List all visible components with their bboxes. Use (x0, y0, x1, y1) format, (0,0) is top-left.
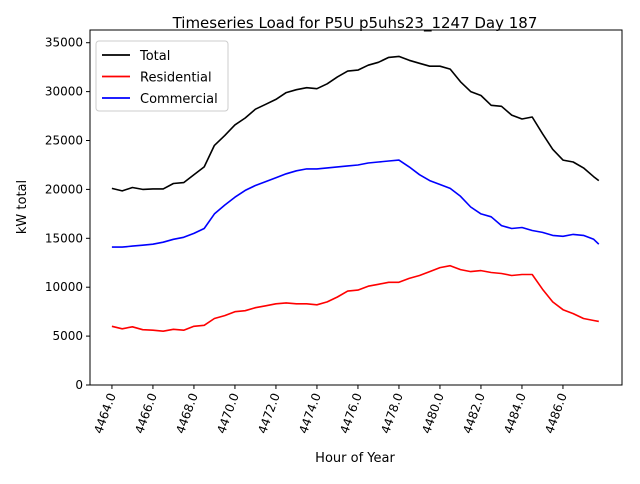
x-tick-label: 4486.0 (542, 391, 570, 435)
x-tick-label: 4466.0 (132, 391, 160, 435)
x-tick-label: 4472.0 (255, 391, 283, 435)
y-tick-label: 20000 (45, 182, 83, 196)
legend-box (95, 40, 229, 112)
legend-label: Commercial (140, 92, 218, 107)
x-tick-label: 4482.0 (460, 391, 488, 435)
y-tick-label: 5000 (52, 329, 83, 343)
x-tick-label: 4470.0 (214, 391, 242, 435)
chart-title: Timeseries Load for P5U p5uhs23_1247 Day… (172, 14, 538, 33)
y-tick-label: 35000 (45, 36, 83, 50)
series-line-residential (111, 264, 599, 332)
legend: Total Residential Commercial (95, 40, 229, 112)
x-tick-label: 4468.0 (173, 391, 201, 435)
y-tick-label: 25000 (45, 134, 83, 148)
x-axis-label: Hour of Year (315, 451, 395, 466)
x-tick-label: 4476.0 (337, 391, 365, 435)
legend-label: Total (139, 49, 170, 64)
x-tick-label: 4478.0 (378, 391, 406, 435)
plot-frame (89, 29, 623, 386)
x-tick-label: 4464.0 (91, 391, 119, 435)
legend-label: Residential (140, 71, 212, 86)
y-tick-label: 0 (75, 378, 83, 392)
y-axis-label: kW total (15, 180, 30, 234)
x-tick-label: 4474.0 (296, 391, 324, 435)
series-line-total (111, 55, 600, 192)
y-tick-label: 15000 (45, 231, 83, 245)
x-tick-label: 4480.0 (419, 391, 447, 435)
series-line-commercial (111, 159, 600, 248)
y-tick-label: 30000 (45, 85, 83, 99)
y-tick-label: 10000 (45, 280, 83, 294)
x-tick-label: 4484.0 (501, 391, 529, 435)
